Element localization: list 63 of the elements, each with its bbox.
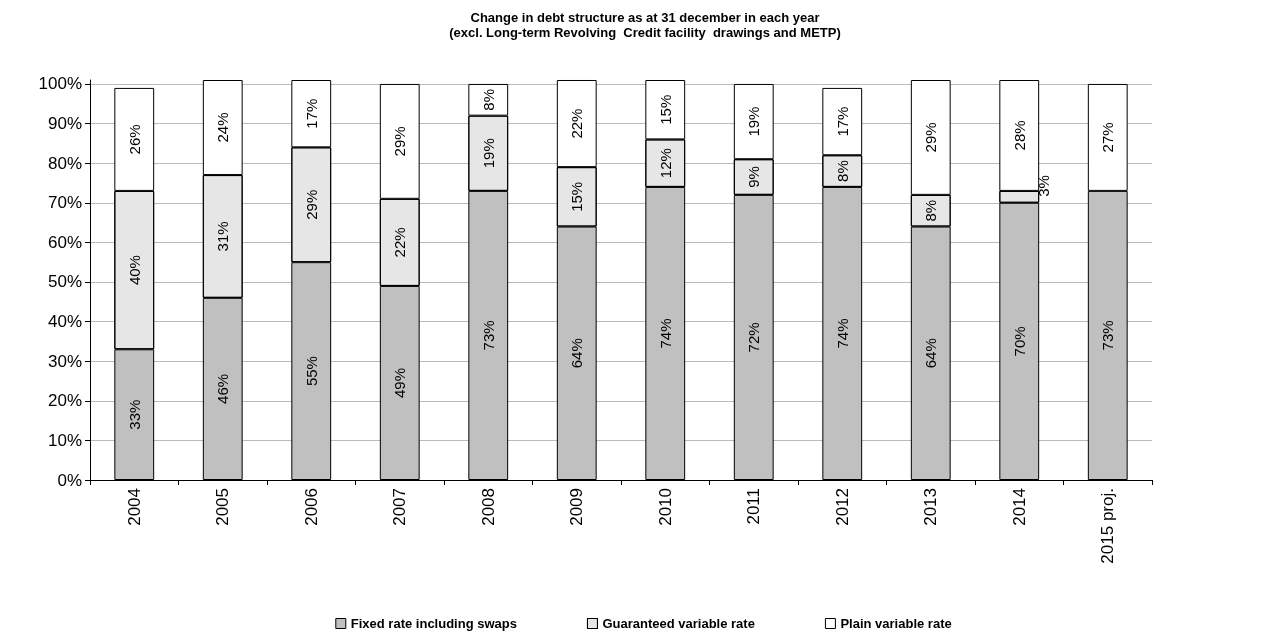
y-tick-label: 70% <box>47 193 82 213</box>
x-tick-label: 2011 <box>744 488 764 525</box>
data-label: 15% <box>656 94 674 125</box>
y-tick-label: 100% <box>38 74 82 94</box>
x-tick-label: 2008 <box>478 488 498 526</box>
data-label: 22% <box>568 108 586 139</box>
data-label: 24% <box>214 112 232 143</box>
data-label: 31% <box>214 221 232 252</box>
data-label: 22% <box>391 227 409 258</box>
data-label: 64% <box>568 338 586 369</box>
data-label: 70% <box>1010 326 1028 357</box>
data-label: 17% <box>833 106 851 137</box>
y-tick-label: 30% <box>47 351 82 371</box>
legend-label: Fixed rate including swaps <box>350 616 517 631</box>
y-tick-label: 40% <box>47 312 82 332</box>
data-label: 12% <box>656 148 674 179</box>
data-label: 8% <box>833 160 851 182</box>
y-tick-label: 60% <box>47 232 82 252</box>
data-label: 8% <box>922 199 940 222</box>
chart-subtitle: (excl. Long-term Revolving Credit facility drawings and METP) <box>449 25 841 40</box>
data-label: 29% <box>302 189 320 220</box>
data-label: 33% <box>125 399 143 430</box>
x-tick-label: 2012 <box>832 488 852 526</box>
data-label: 19% <box>745 106 763 137</box>
data-label: 72% <box>745 322 763 353</box>
chart-title: Change in debt structure as at 31 december in each year <box>470 10 820 25</box>
x-tick-label: 2015 proj. <box>1098 488 1118 564</box>
x-tick-label: 2006 <box>301 488 321 526</box>
y-tick-label: 10% <box>47 430 82 450</box>
x-tick-label: 2009 <box>567 488 587 526</box>
data-label: 73% <box>479 320 497 351</box>
x-tick-label: 2007 <box>390 488 410 526</box>
data-label: 64% <box>922 338 940 369</box>
data-label: 9% <box>745 166 763 188</box>
legend-label: Plain variable rate <box>840 616 952 631</box>
data-label: 74% <box>656 318 674 349</box>
y-tick-label: 90% <box>47 114 82 134</box>
data-label: 28% <box>1010 120 1028 151</box>
y-tick-label: 80% <box>47 153 82 173</box>
x-tick-label: 2014 <box>1009 488 1029 526</box>
data-label: 26% <box>125 124 143 155</box>
data-label: 27% <box>1099 122 1117 153</box>
x-tick-label: 2013 <box>921 488 941 526</box>
y-tick-label: 20% <box>47 391 82 411</box>
data-label: 3% <box>1034 175 1052 197</box>
data-label: 74% <box>833 318 851 349</box>
data-label: 29% <box>391 126 409 157</box>
y-tick-label: 0% <box>57 470 82 490</box>
data-label: 17% <box>302 98 320 129</box>
x-tick-label: 2004 <box>124 488 144 526</box>
data-label: 40% <box>125 255 143 286</box>
data-label: 49% <box>391 367 409 398</box>
y-tick-label: 50% <box>47 272 82 292</box>
data-label: 29% <box>922 122 940 153</box>
legend-label: Guaranteed variable rate <box>602 616 755 631</box>
data-label: 8% <box>479 88 497 111</box>
data-label: 15% <box>568 181 586 212</box>
data-label: 73% <box>1099 320 1117 351</box>
x-tick-label: 2010 <box>655 488 675 526</box>
data-label: 19% <box>479 138 497 169</box>
x-tick-label: 2005 <box>213 488 233 526</box>
data-label: 55% <box>302 356 320 387</box>
data-label: 46% <box>214 373 232 404</box>
